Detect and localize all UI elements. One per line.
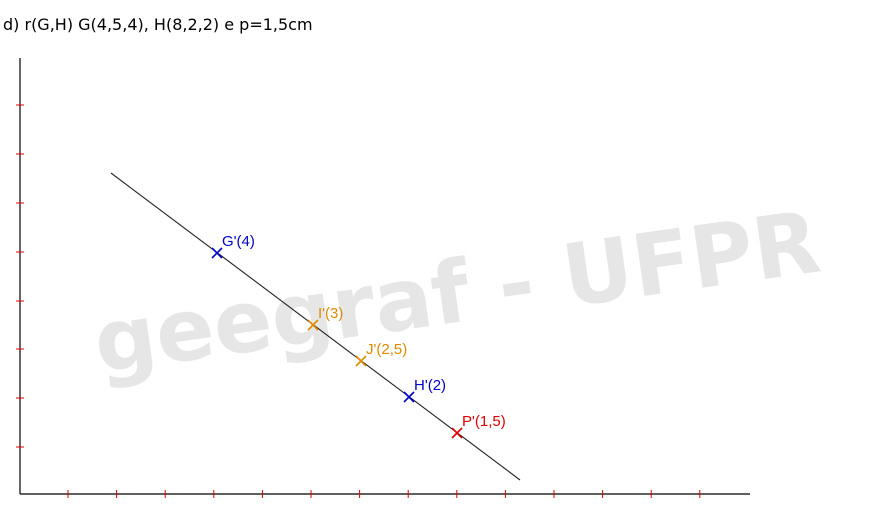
point-label: P'(1,5): [462, 413, 506, 430]
diagram-heading: d) r(G,H) G(4,5,4), H(8,2,2) e p=1,5cm: [3, 15, 313, 34]
cross-marker-icon: [211, 247, 223, 259]
points-layer: G'(4) I'(3) J'(2,5) H'(2) P'(1,5): [211, 233, 506, 439]
point-i: I'(3): [307, 305, 343, 331]
point-label: G'(4): [222, 233, 255, 250]
cross-marker-icon: [403, 391, 415, 403]
cross-marker-icon: [355, 355, 367, 367]
cross-marker-icon: [307, 319, 319, 331]
cross-marker-icon: [451, 427, 463, 439]
point-label: J'(2,5): [366, 341, 407, 358]
point-p: P'(1,5): [451, 413, 506, 439]
watermark-text: geegraf - UFPR: [88, 192, 826, 393]
point-label: I'(3): [318, 305, 343, 322]
axis-ticks: [16, 104, 701, 498]
point-j: J'(2,5): [355, 341, 407, 367]
axes: [19, 58, 750, 495]
point-h: H'(2): [403, 377, 446, 403]
point-label: H'(2): [414, 377, 446, 394]
point-g: G'(4): [211, 233, 255, 259]
